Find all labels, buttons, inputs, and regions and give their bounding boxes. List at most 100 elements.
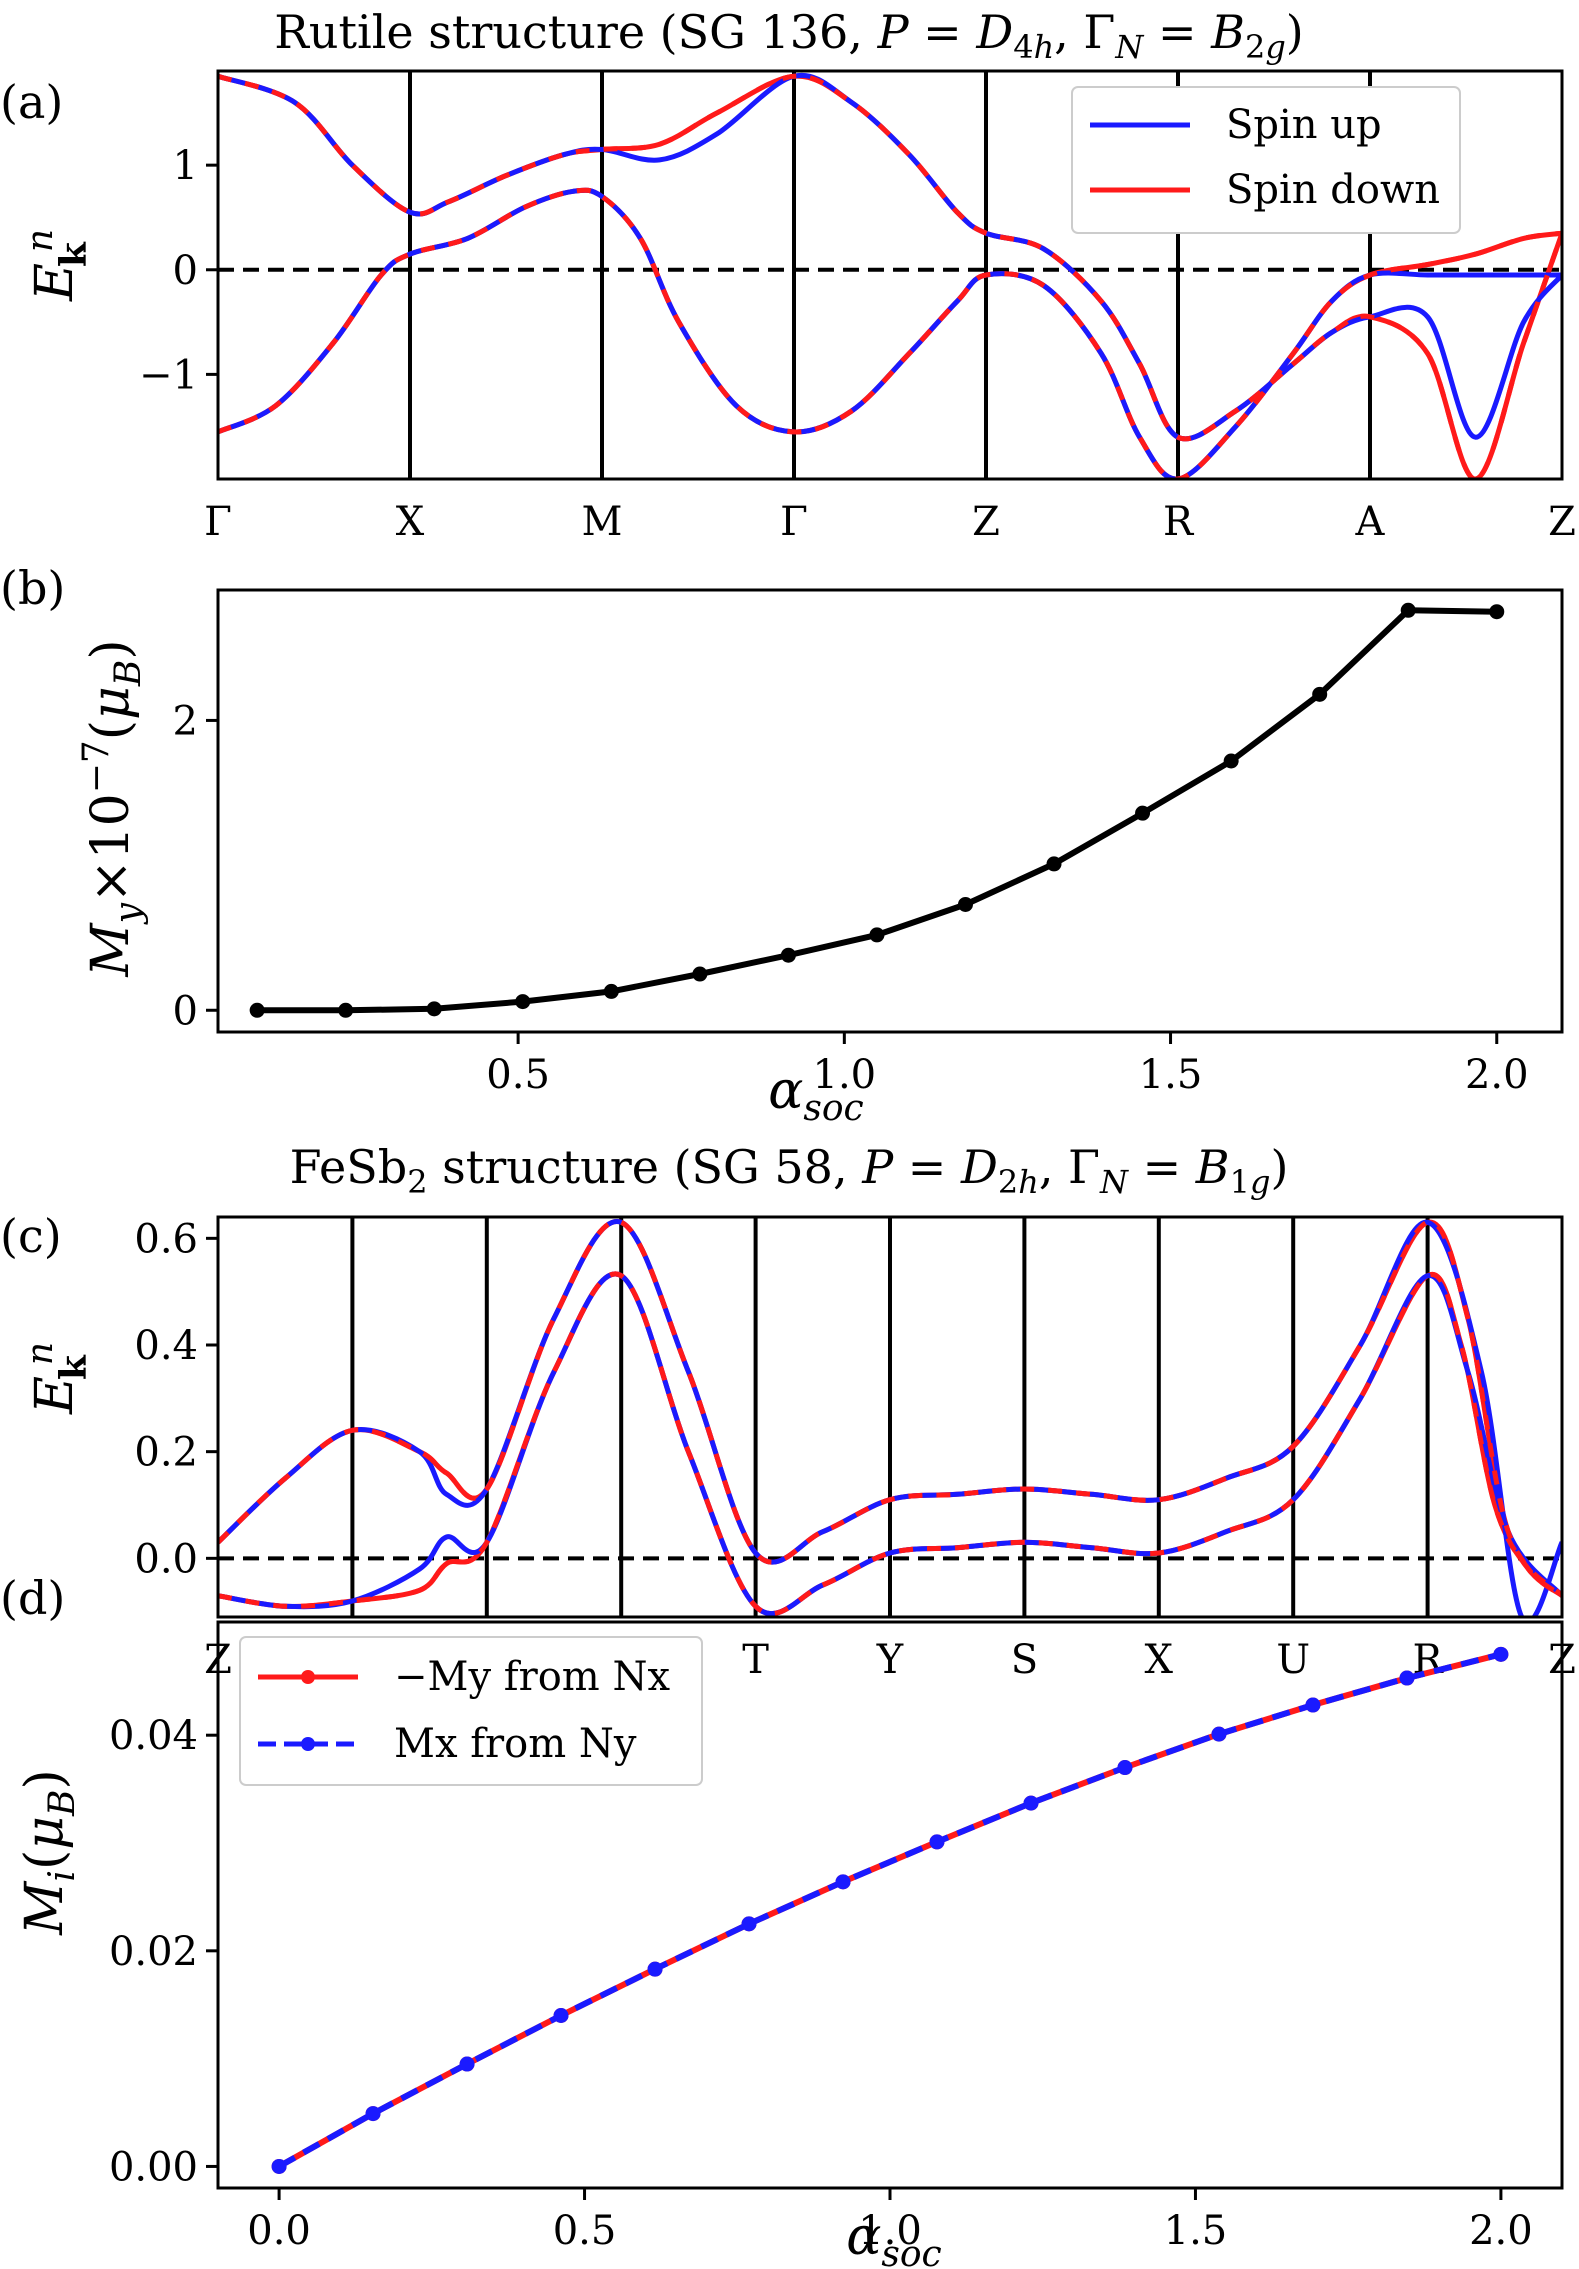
kpoint-label: Y — [876, 1637, 904, 1683]
kpoint-label: Γ — [204, 499, 232, 545]
x-tick-label: 1.5 — [1139, 1052, 1203, 1098]
kpoint-label: Z — [1548, 499, 1576, 545]
y-tick-label: 0 — [173, 248, 198, 294]
panel-d-legend: −My from Nx Mx from Ny — [239, 1636, 703, 1786]
legend-label-spin-up: Spin up — [1226, 102, 1382, 148]
data-point — [338, 1002, 354, 1018]
data-point — [1117, 1760, 1133, 1776]
data-point — [1046, 856, 1062, 872]
data-point — [365, 2106, 381, 2122]
y-tick-label: 0 — [173, 988, 198, 1034]
y-tick-label: 0.4 — [134, 1323, 198, 1369]
axes-frame — [216, 1215, 1564, 1619]
data-point — [1489, 604, 1505, 620]
data-point — [647, 1961, 663, 1977]
panel-b-ylabel: My×10−7(μB) — [76, 639, 149, 977]
y-tick-label: 1 — [173, 143, 198, 189]
kpoint-label: X — [396, 499, 425, 545]
panel-c-plot: 0.00.20.40.6ZΓSRTYSXURZ — [134, 1215, 1576, 1683]
data-point — [1399, 1670, 1415, 1686]
panel-b-label: (b) — [0, 561, 65, 615]
kpoint-label: A — [1355, 499, 1386, 545]
legend-label-minus-my: −My from Nx — [394, 1654, 670, 1700]
data-point — [957, 896, 973, 912]
data-point — [271, 2158, 287, 2174]
x-tick-label: 1.0 — [813, 1052, 877, 1098]
data-point — [1023, 1795, 1039, 1811]
axes-frame — [216, 588, 1564, 1034]
data-point — [459, 2056, 475, 2072]
panel-c-ylabel: Ekn — [20, 1342, 95, 1415]
data-point — [1400, 602, 1416, 618]
legend-label-spin-down: Spin down — [1226, 167, 1440, 213]
series-line — [277, 1651, 1502, 2170]
data-point — [1223, 753, 1239, 769]
panel-c-title: FeSb2 structure (SG 58, P = D2h, ΓN = B1… — [290, 1140, 1289, 1201]
x-tick-label: 0.5 — [553, 2208, 617, 2254]
data-point — [780, 947, 796, 963]
y-tick-label: 0.04 — [109, 1713, 198, 1759]
y-tick-label: 0.0 — [134, 1536, 198, 1582]
panel-c-label: (c) — [0, 1209, 62, 1263]
panel-d: (d) 0.00 0.02 0.04 0.0 0.5 1.0 1.5 2.0 Mi(μB) α… — [0, 1571, 1564, 2269]
panel-d-label: (d) — [0, 1571, 65, 1625]
panel-b-plot: 0 2 0.5 1.0 1.5 2.0 — [173, 588, 1564, 1098]
kpoint-label: S — [1011, 1637, 1038, 1683]
band-spin-down-overlay — [218, 73, 1562, 479]
data-point — [426, 1001, 442, 1017]
y-tick-label: 0.00 — [109, 2144, 198, 2190]
panel-a-title: Rutile structure (SG 136, P = D4h, ΓN = … — [274, 5, 1304, 66]
panel-d-xlabel: αsoc — [846, 2207, 941, 2269]
data-point — [515, 994, 531, 1010]
data-point — [553, 2008, 569, 2024]
kpoint-label: T — [742, 1637, 769, 1683]
y-tick-label: 0.2 — [134, 1430, 198, 1476]
legend-marker-mx — [301, 1737, 315, 1751]
x-tick-label: 2.0 — [1465, 1052, 1529, 1098]
y-tick-label: 2 — [173, 698, 198, 744]
kpoint-label: M — [582, 499, 623, 545]
panel-a-legend: Spin up Spin down — [1071, 86, 1461, 234]
band-spin-down-overlay — [218, 1271, 1562, 1617]
panel-a: (a) Rutile structure (SG 136, P = D4h, Γ… — [0, 5, 1576, 545]
kpoint-label: Γ — [780, 499, 808, 545]
legend-label-mx: Mx from Ny — [394, 1721, 637, 1767]
axes-frame — [216, 69, 1564, 481]
data-point — [603, 983, 619, 999]
panel-a-label: (a) — [0, 75, 63, 129]
legend-box — [239, 1636, 703, 1786]
x-tick-label: 0.0 — [247, 2208, 311, 2254]
legend-marker-minus-my — [301, 1670, 315, 1684]
series-line — [257, 607, 1497, 1014]
band-lines — [218, 1217, 1562, 1617]
kpoint-label: X — [1145, 1637, 1174, 1683]
panel-b: (b) 0 2 0.5 1.0 1.5 2.0 My×10−7(μB) αsoc — [0, 561, 1564, 1129]
panel-d-ylabel: Mi(μB) — [15, 1769, 83, 1936]
data-point — [249, 1002, 265, 1018]
x-tick-label: 2.0 — [1469, 2208, 1533, 2254]
panel-a-ylabel: Ekn — [20, 229, 95, 302]
data-point — [1493, 1646, 1509, 1662]
data-point — [929, 1834, 945, 1850]
data-point — [1305, 1697, 1321, 1713]
kpoint-label: U — [1276, 1637, 1310, 1683]
y-tick-label: 0.6 — [134, 1216, 198, 1262]
data-point — [1312, 686, 1328, 702]
panel-d-plot: 0.00 0.02 0.04 0.0 0.5 1.0 1.5 2.0 — [109, 1620, 1564, 2254]
kpoint-label: R — [1163, 499, 1195, 545]
data-point — [869, 927, 885, 943]
y-tick-label: −1 — [139, 352, 198, 398]
y-tick-label: 0.02 — [109, 1929, 198, 1975]
panel-b-xlabel: αsoc — [768, 1061, 863, 1129]
band-spin-down-overlay — [218, 187, 1562, 479]
kpoint-label: Z — [972, 499, 1000, 545]
data-point — [1211, 1726, 1227, 1742]
data-point — [692, 966, 708, 982]
x-tick-label: 1.5 — [1164, 2208, 1228, 2254]
data-point — [1135, 805, 1151, 821]
x-tick-label: 1.0 — [858, 2208, 922, 2254]
data-point — [835, 1874, 851, 1890]
band-spin-down-overlay — [218, 1218, 1562, 1598]
data-point — [741, 1916, 757, 1932]
